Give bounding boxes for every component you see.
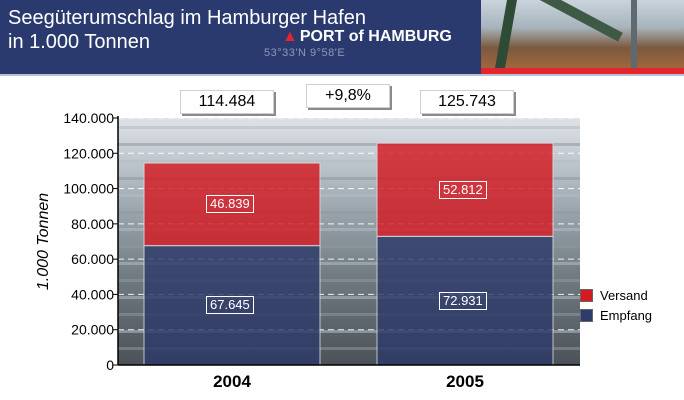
x-tick-label: 2004 bbox=[213, 372, 251, 391]
legend-item-empfang: Empfang bbox=[580, 306, 652, 324]
y-tick-label: 20.000 bbox=[71, 322, 114, 338]
stacked-bar-chart: 0 20.000 40.000 60.000 80.000 100.000 120.000 1… bbox=[35, 110, 580, 391]
background-stripe bbox=[118, 262, 580, 265]
total-2005-callout: 125.743 bbox=[420, 90, 514, 114]
background-stripe bbox=[118, 143, 580, 146]
page-title: Seegüterumschlag im Hamburger Hafen in 1… bbox=[8, 6, 428, 54]
background-stripe bbox=[118, 228, 580, 231]
bar-versand-2004 bbox=[143, 162, 321, 247]
logo-text: PORT of HAMBURG bbox=[299, 28, 452, 45]
header-banner: Seegüterumschlag im Hamburger Hafen in 1… bbox=[0, 0, 684, 74]
bar-value-label: 46.839 bbox=[206, 195, 254, 214]
bar-empfang-2004 bbox=[143, 245, 321, 366]
y-tick-labels: 0 20.000 40.000 60.000 80.000 100.000 120.000 1… bbox=[63, 110, 114, 373]
background-stripe bbox=[118, 211, 580, 214]
y-tick-label: 120.000 bbox=[63, 145, 114, 161]
y-tick-label: 100.000 bbox=[63, 181, 114, 197]
growth-callout: +9,8% bbox=[306, 84, 390, 108]
background-stripe bbox=[118, 347, 580, 350]
bar-value-label: 67.645 bbox=[206, 296, 254, 315]
legend-swatch-empfang bbox=[580, 308, 593, 322]
title-line-1: Seegüterumschlag im Hamburger Hafen bbox=[8, 7, 366, 29]
port-of-hamburg-logo: ▲ PORT of HAMBURG bbox=[282, 28, 452, 46]
y-tick-label: 0 bbox=[106, 357, 114, 373]
header-divider bbox=[0, 74, 684, 76]
logo-mark-icon: ▲ bbox=[282, 28, 298, 45]
legend-label-versand: Versand bbox=[600, 287, 648, 303]
y-tick-label: 40.000 bbox=[71, 286, 114, 302]
bars bbox=[143, 142, 554, 366]
background-stripe bbox=[118, 245, 580, 248]
background-stripe bbox=[118, 177, 580, 180]
y-tick-label: 60.000 bbox=[71, 251, 114, 267]
legend-swatch-versand bbox=[580, 288, 593, 302]
y-tick-label: 80.000 bbox=[71, 216, 114, 232]
background-stripe bbox=[118, 160, 580, 163]
legend-item-versand: Versand bbox=[580, 286, 652, 304]
axes bbox=[113, 116, 580, 366]
x-tick-labels: 2004 2005 bbox=[213, 372, 484, 391]
background-stripe bbox=[118, 330, 580, 333]
y-axis-label: 1.000 Tonnen bbox=[35, 193, 52, 290]
background-stripe bbox=[118, 313, 580, 316]
total-2004-callout: 114.484 bbox=[180, 90, 274, 114]
header-accent-bar bbox=[481, 68, 684, 74]
bar-versand-2005 bbox=[376, 142, 554, 237]
y-tick-label: 140.000 bbox=[63, 110, 114, 126]
background-stripe bbox=[118, 194, 580, 197]
legend: Versand Empfang bbox=[580, 286, 652, 326]
bar-value-label: 72.931 bbox=[439, 291, 487, 310]
background-stripe bbox=[118, 126, 580, 129]
x-tick-label: 2005 bbox=[446, 372, 484, 391]
background-stripe bbox=[118, 279, 580, 282]
background-stripe bbox=[118, 296, 580, 299]
title-line-2: in 1.000 Tonnen bbox=[8, 31, 150, 53]
coordinates-text: 53°33'N 9°58'E bbox=[264, 47, 346, 59]
legend-label-empfang: Empfang bbox=[600, 307, 653, 323]
bar-value-label: 52.812 bbox=[439, 180, 487, 199]
header-photo bbox=[481, 0, 684, 68]
